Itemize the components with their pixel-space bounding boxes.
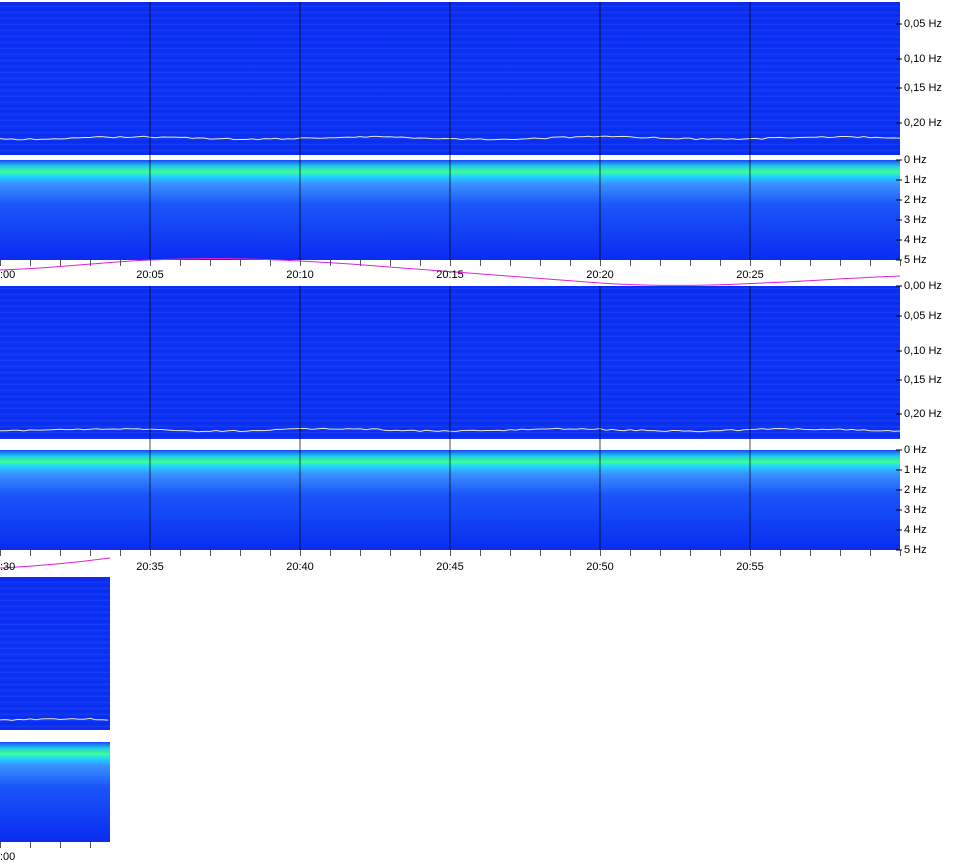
magenta-trace	[0, 557, 111, 569]
low-freq-label: 0,05 Hz	[904, 310, 942, 322]
time-label: 20:15	[436, 269, 464, 281]
time-label: 20:50	[586, 561, 614, 573]
high-freq-label: 0 Hz	[904, 444, 927, 456]
time-label: :30	[0, 561, 15, 573]
time-label: 20:55	[736, 561, 764, 573]
time-label: :00	[0, 269, 15, 281]
low-freq-label: 0,15 Hz	[904, 374, 942, 386]
magenta-trace	[0, 258, 901, 286]
time-label: 20:05	[136, 269, 164, 281]
low-freq-label: 0,00 Hz	[904, 280, 942, 292]
high-freq-label: 2 Hz	[904, 194, 927, 206]
high-freq-label: 3 Hz	[904, 214, 927, 226]
time-label: 20:40	[286, 561, 314, 573]
time-label: 20:25	[736, 269, 764, 281]
low-freq-label: 0,20 Hz	[904, 408, 942, 420]
low-freq-label: 0,15 Hz	[904, 82, 942, 94]
high-freq-label: 5 Hz	[904, 544, 927, 556]
high-freq-label: 4 Hz	[904, 524, 927, 536]
streaks	[0, 577, 110, 730]
high-freq-label: 4 Hz	[904, 234, 927, 246]
high-freq-label: 3 Hz	[904, 504, 927, 516]
time-label: 20:45	[436, 561, 464, 573]
high-freq-label: 5 Hz	[904, 254, 927, 266]
low-freq-label: 0,10 Hz	[904, 345, 942, 357]
high-freq-label: 1 Hz	[904, 174, 927, 186]
high-freq-label: 1 Hz	[904, 464, 927, 476]
high-freq-label: 0 Hz	[904, 154, 927, 166]
high-freq-panel	[0, 742, 110, 842]
high-freq-label: 2 Hz	[904, 484, 927, 496]
time-label: :00	[0, 851, 15, 863]
time-label: 20:10	[286, 269, 314, 281]
time-label: 20:20	[586, 269, 614, 281]
low-freq-label: 0,20 Hz	[904, 117, 942, 129]
time-label: 20:35	[136, 561, 164, 573]
low-freq-label: 0,05 Hz	[904, 18, 942, 30]
trace	[0, 717, 109, 721]
low-freq-label: 0,10 Hz	[904, 53, 942, 65]
